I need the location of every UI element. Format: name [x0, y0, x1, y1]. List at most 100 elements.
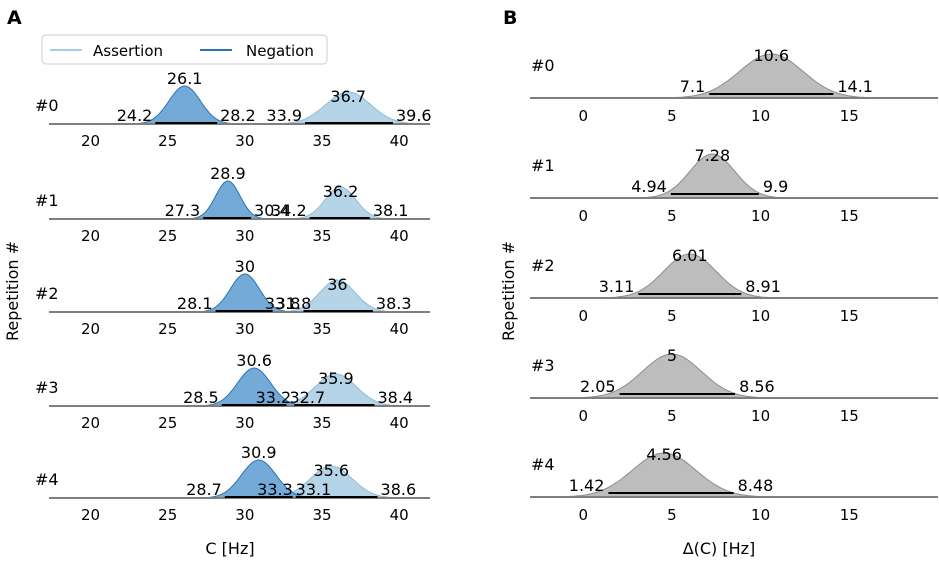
panel-a-tick-label: 40: [390, 227, 409, 245]
assertion-hdi-high-label: 39.6: [396, 106, 432, 125]
panel-a-tick-label: 35: [312, 320, 331, 338]
panel-a-tick-label: 30: [235, 227, 254, 245]
delta-hdi-low-label: 1.42: [569, 476, 605, 495]
panel-a-row-label: #0: [35, 96, 59, 115]
legend-negation-label: Negation: [246, 42, 314, 60]
panel-b-tick-label: 0: [578, 506, 588, 524]
panel-b-tick-label: 0: [578, 107, 588, 125]
panel-a-row-1: #1 28.9 27.3 30.4 36.2 34.2 38.1 20 25 30 35 40: [35, 164, 430, 245]
negation-hdi-low-label: 28.7: [186, 480, 222, 499]
assertion-hdi-low-label: 33.9: [266, 106, 302, 125]
delta-hdi-low-label: 4.94: [631, 177, 667, 196]
panel-b-tick-label: 5: [667, 506, 677, 524]
assertion-hdi-high-label: 38.4: [377, 388, 413, 407]
negation-hdi-high-label: 32.7: [290, 388, 326, 407]
panel-a-row-3: #3 30.6 28.5 32.735.9 33.2 38.4 20 25 30 35 40: [35, 351, 430, 432]
panel-b-tick-label: 5: [667, 307, 677, 325]
panel-b-row-label: #3: [531, 356, 555, 375]
panel-a-tick-label: 30: [235, 132, 254, 150]
panel-a-tick-label: 20: [81, 227, 100, 245]
panel-a-x-axis-label: C [Hz]: [205, 539, 254, 558]
panel-b-letter: B: [503, 7, 517, 29]
panel-b-row-4: #4 4.56 1.42 8.48 0 5 10 15: [530, 445, 938, 524]
panel-b-row-3: #3 5 2.05 8.56 0 5 10 15: [530, 346, 938, 425]
assertion-density: [285, 186, 396, 220]
assertion-hdi-low-label: 33.2: [256, 388, 292, 407]
panel-b-tick-label: 15: [840, 506, 859, 524]
assertion-hdi-high-label: 38.6: [381, 480, 417, 499]
assertion-hdi-high-label: 38.3: [376, 294, 412, 313]
negation-mean-label: 30.9: [241, 443, 277, 462]
panel-b-tick-label: 5: [667, 107, 677, 125]
negation-hdi-high-label: 31.8: [276, 294, 312, 313]
panel-a-row-label: #1: [35, 191, 59, 210]
assertion-mean-label: 35.9: [318, 369, 354, 388]
panel-a-tick-label: 35: [312, 506, 331, 524]
panel-b-tick-label: 10: [751, 407, 770, 425]
panel-b-row-label: #0: [531, 56, 555, 75]
assertion-mean-label: 36: [327, 275, 347, 294]
panel-a-row-0: #0 26.1 24.2 28.2 36.7 33.9 39.6 20 25 30 35 40: [35, 69, 432, 150]
delta-hdi-high-label: 8.48: [738, 476, 774, 495]
delta-hdi-low-label: 2.05: [580, 377, 616, 396]
negation-hdi-low-label: 27.3: [165, 201, 201, 220]
assertion-hdi-low-label: 34.2: [271, 201, 307, 220]
panel-b-tick-label: 10: [751, 107, 770, 125]
panel-a-tick-label: 30: [235, 320, 254, 338]
panel-b-tick-label: 15: [840, 107, 859, 125]
legend: Assertion Negation: [41, 34, 328, 65]
delta-mean-label: 4.56: [646, 445, 682, 464]
delta-mean-label: 5: [667, 346, 677, 365]
panel-a-tick-label: 35: [312, 132, 331, 150]
panel-b-tick-label: 5: [667, 407, 677, 425]
panel-a-tick-label: 30: [235, 506, 254, 524]
panel-b-row-label: #1: [531, 156, 555, 175]
assertion-hdi-low-label: 33.3: [257, 480, 293, 499]
negation-hdi-low-label: 24.2: [117, 106, 153, 125]
negation-hdi-high-label: 28.2: [220, 106, 256, 125]
panel-b-tick-label: 10: [751, 307, 770, 325]
panel-b-row-0: #0 10.6 7.1 14.1 0 5 10 15: [530, 46, 938, 125]
panel-a-tick-label: 25: [158, 132, 177, 150]
delta-hdi-low-label: 7.1: [680, 77, 705, 96]
panel-b-tick-label: 0: [578, 407, 588, 425]
panel-b-row-label: #4: [531, 455, 555, 474]
panel-a-tick-label: 40: [390, 414, 409, 432]
panel-b: Δ(C) [Hz] Repetition # #0 10.6 7.1 14.1 0 5 10…: [499, 46, 938, 558]
negation-density: [128, 85, 242, 125]
assertion-hdi-high-label: 38.1: [373, 201, 409, 220]
assertion-mean-label: 36.7: [330, 87, 366, 106]
panel-b-tick-label: 0: [578, 307, 588, 325]
panel-a: Assertion Negation C [Hz] Repetition # #…: [3, 34, 432, 558]
panel-b-tick-label: 15: [840, 307, 859, 325]
delta-hdi-high-label: 14.1: [837, 77, 873, 96]
delta-mean-label: 7.28: [695, 146, 731, 165]
panel-a-row-2: #2 30 28.1 31.8 36 33.8 38.3 20 25 30 35 40: [35, 257, 430, 338]
delta-mean-label: 10.6: [753, 46, 789, 65]
assertion-mean-label: 36.2: [323, 182, 359, 201]
panel-b-tick-label: 5: [667, 207, 677, 225]
panel-b-row-2: #2 6.01 3.11 8.91 0 5 10 15: [530, 246, 938, 325]
negation-hdi-high-label: 33.1: [296, 480, 332, 499]
delta-hdi-high-label: 9.9: [763, 177, 788, 196]
negation-density: [184, 180, 272, 220]
panel-b-x-axis-label: Δ(C) [Hz]: [683, 539, 756, 558]
negation-hdi-high-label: 30.4: [254, 201, 290, 220]
panel-b-tick-label: 15: [840, 407, 859, 425]
panel-a-tick-label: 20: [81, 414, 100, 432]
legend-assertion-label: Assertion: [93, 42, 163, 60]
panel-a-row-label: #3: [35, 378, 59, 397]
negation-density: [192, 273, 298, 313]
panel-a-tick-label: 25: [158, 320, 177, 338]
panel-a-row-label: #4: [35, 470, 59, 489]
panel-a-tick-label: 30: [235, 414, 254, 432]
panel-b-tick-label: 10: [751, 207, 770, 225]
negation-mean-label: 30.6: [236, 351, 272, 370]
panel-b-tick-label: 10: [751, 506, 770, 524]
panel-a-tick-label: 20: [81, 132, 100, 150]
panel-a-letter: A: [7, 7, 22, 29]
panel-b-row-label: #2: [531, 256, 555, 275]
panel-a-y-axis-label: Repetition #: [3, 241, 22, 341]
panel-b-y-axis-label: Repetition #: [499, 241, 518, 341]
